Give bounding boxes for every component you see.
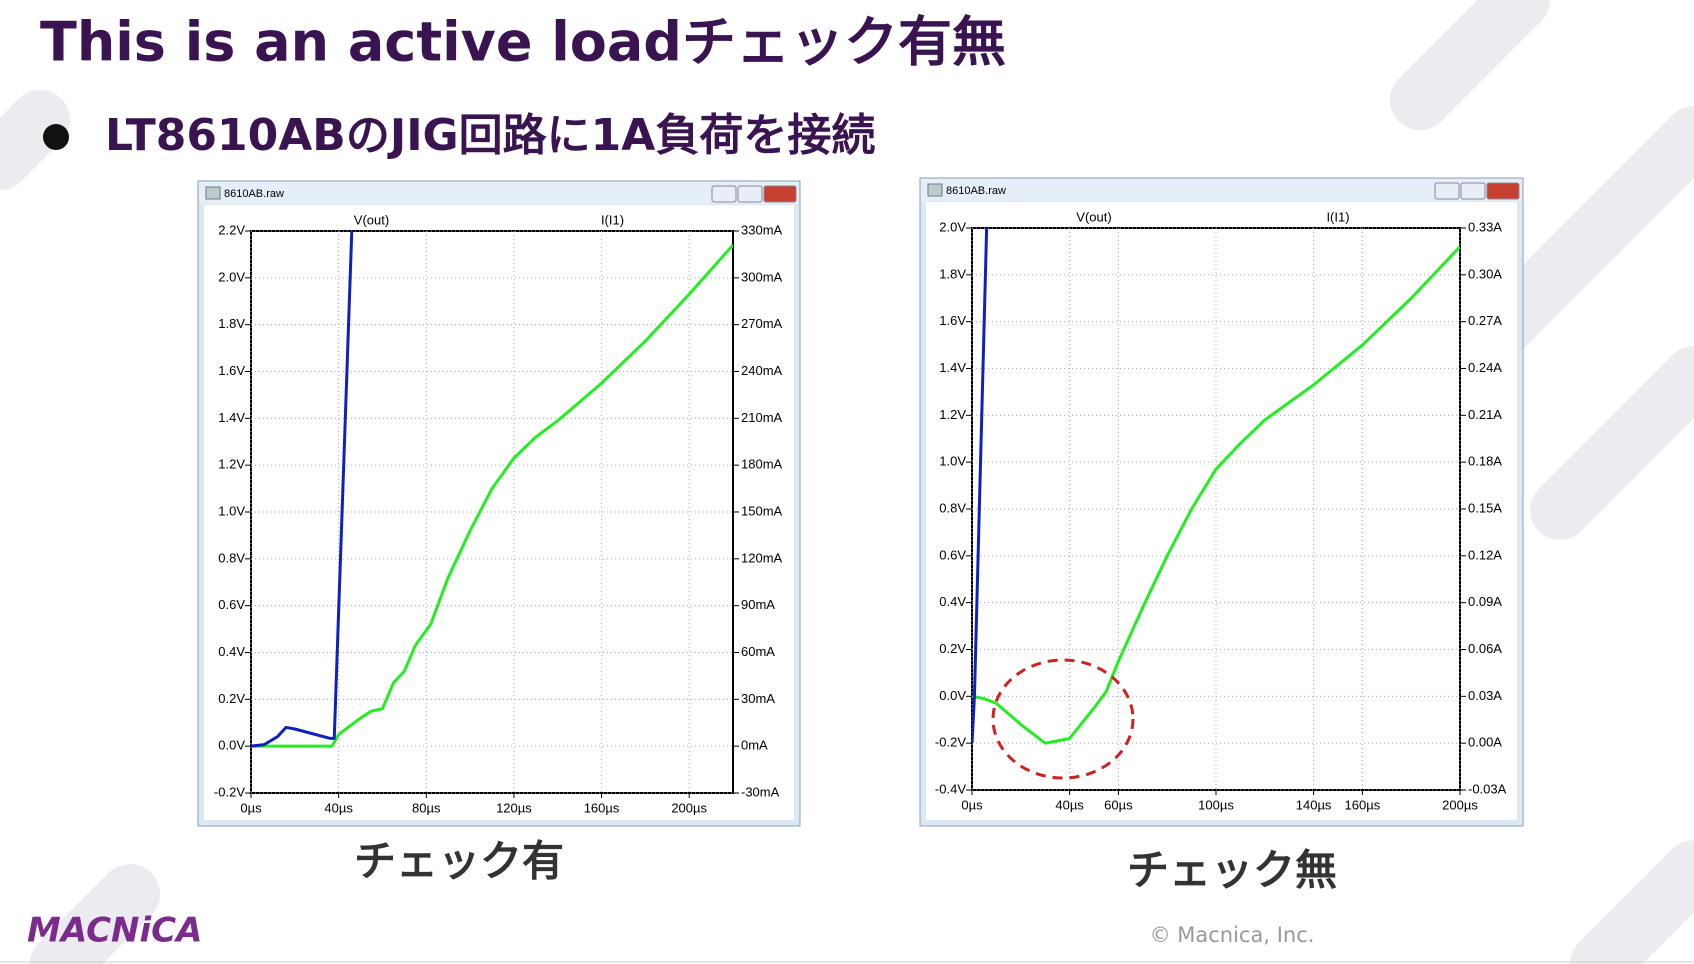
chart-caption: チェック無 — [1127, 846, 1337, 895]
x-tick-label: 160µs — [584, 800, 620, 815]
y2-tick-label: 0.33A — [1468, 219, 1502, 234]
y2-tick-label: 0mA — [741, 738, 768, 753]
y2-tick-label: 0.27A — [1468, 313, 1502, 328]
y-tick-label: 2.0V — [939, 219, 966, 234]
x-tick-label: 140µs — [1296, 797, 1332, 812]
data-line — [972, 228, 989, 744]
x-tick-label: 100µs — [1198, 797, 1234, 812]
y2-tick-label: 0.12A — [1468, 547, 1502, 562]
y-tick-label: 0.0V — [218, 738, 245, 753]
y-tick-label: 1.2V — [939, 407, 966, 422]
window-titlebar — [199, 182, 799, 204]
close-button — [1486, 182, 1520, 200]
minimize-button — [1434, 182, 1460, 200]
y2-tick-label: 240mA — [741, 363, 783, 378]
highlight-circle — [991, 658, 1135, 780]
window-icon — [205, 186, 221, 200]
y-tick-label: 1.0V — [939, 454, 966, 469]
slide-title: This is an active loadチェック有無 — [40, 11, 1006, 74]
logo: MACNiCA — [27, 911, 202, 951]
window-titlebar — [921, 179, 1522, 201]
y2-tick-label: 210mA — [741, 410, 783, 425]
y2-tick-label: 150mA — [741, 503, 783, 518]
window-title: 8610AB.raw — [946, 185, 1006, 197]
y2-tick-label: -0.03A — [1468, 781, 1507, 796]
legend-entry: V(out) — [354, 212, 389, 227]
y2-tick-label: 0.30A — [1468, 266, 1502, 281]
y2-tick-label: -30mA — [741, 784, 780, 799]
x-tick-label: 40µs — [1055, 797, 1084, 812]
x-tick-label: 0µs — [240, 800, 262, 815]
y-tick-label: 1.0V — [218, 503, 245, 518]
bullet-dot — [43, 124, 69, 150]
y2-tick-label: 0.18A — [1468, 454, 1502, 469]
data-line — [251, 231, 354, 748]
plot-lines — [251, 231, 733, 748]
y2-tick-label: 90mA — [741, 597, 775, 612]
plot-lines — [972, 228, 1460, 745]
y-tick-label: 0.0V — [939, 688, 966, 703]
y2-tick-label: 30mA — [741, 691, 775, 706]
y-tick-label: -0.2V — [214, 784, 245, 799]
y2-tick-label: 0.09A — [1468, 594, 1502, 609]
x-tick-label: 0µs — [961, 797, 983, 812]
y-tick-label: 0.2V — [939, 641, 966, 656]
x-tick-label: 200µs — [671, 800, 707, 815]
y2-tick-label: 120mA — [741, 550, 783, 565]
y2-tick-label: 300mA — [741, 269, 783, 284]
y-tick-label: 1.4V — [939, 360, 966, 375]
y-tick-label: 0.8V — [939, 500, 966, 515]
y2-tick-label: 180mA — [741, 457, 783, 472]
y2-tick-label: 0.21A — [1468, 407, 1502, 422]
y-tick-label: -0.4V — [935, 781, 966, 796]
y-tick-label: 2.2V — [218, 222, 245, 237]
minimize-button — [711, 185, 737, 203]
x-tick-label: 60µs — [1104, 797, 1133, 812]
y-tick-label: 1.8V — [218, 316, 245, 331]
y-tick-label: 1.8V — [939, 266, 966, 281]
y-tick-label: 1.6V — [939, 313, 966, 328]
window-icon — [927, 183, 943, 197]
window-title: 8610AB.raw — [224, 188, 284, 200]
y2-tick-label: 0.03A — [1468, 688, 1502, 703]
close-button — [763, 185, 797, 203]
y-tick-label: 0.2V — [218, 691, 245, 706]
legend-entry: I(I1) — [1326, 209, 1349, 224]
y-tick-label: 1.2V — [218, 457, 245, 472]
y-tick-label: 1.6V — [218, 363, 245, 378]
x-tick-label: 80µs — [412, 800, 441, 815]
y2-tick-label: 270mA — [741, 316, 783, 331]
x-tick-label: 40µs — [324, 800, 353, 815]
x-tick-label: 200µs — [1442, 797, 1478, 812]
y2-tick-label: 60mA — [741, 644, 775, 659]
chart-caption: チェック有 — [354, 837, 564, 886]
maximize-button — [1460, 182, 1486, 200]
y-tick-label: 0.8V — [218, 550, 245, 565]
y2-tick-label: 330mA — [741, 222, 783, 237]
y-tick-label: 0.6V — [218, 597, 245, 612]
y2-tick-label: 0.24A — [1468, 360, 1502, 375]
y-tick-label: 0.6V — [939, 547, 966, 562]
y-tick-label: 1.4V — [218, 410, 245, 425]
copyright: © Macnica, Inc. — [1150, 923, 1315, 947]
maximize-button — [737, 185, 763, 203]
y2-tick-label: 0.06A — [1468, 641, 1502, 656]
data-line — [972, 245, 1460, 745]
y2-tick-label: 0.15A — [1468, 500, 1502, 515]
y-tick-label: 0.4V — [939, 594, 966, 609]
legend-entry: I(I1) — [601, 212, 624, 227]
y-tick-label: 2.0V — [218, 269, 245, 284]
y2-tick-label: 0.00A — [1468, 735, 1502, 750]
x-tick-label: 160µs — [1345, 797, 1381, 812]
legend-entry: V(out) — [1076, 209, 1111, 224]
y-tick-label: -0.2V — [935, 735, 966, 750]
x-tick-label: 120µs — [496, 800, 532, 815]
y-tick-label: 0.4V — [218, 644, 245, 659]
data-line — [251, 244, 733, 748]
bullet-text: LT8610ABのJIG回路に1A負荷を接続 — [105, 110, 875, 161]
